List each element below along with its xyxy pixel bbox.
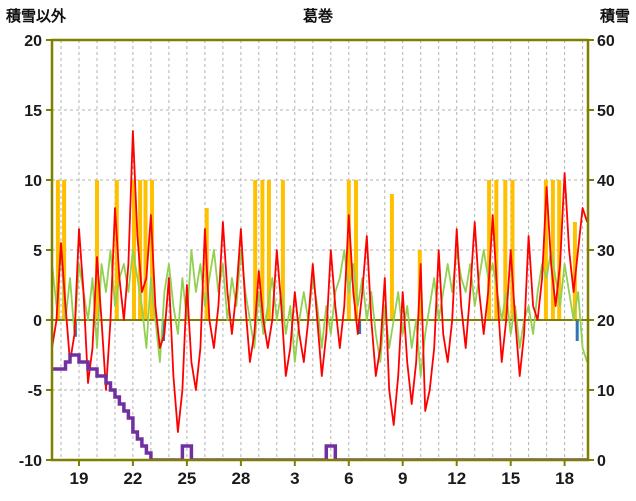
right-tick-label: 50 (597, 103, 615, 120)
left-axis-title: 積雪以外 (6, 8, 67, 25)
bar (346, 180, 351, 320)
bar (266, 180, 271, 320)
right-tick-label: 30 (597, 243, 615, 260)
x-tick-label: 22 (123, 469, 142, 488)
right-tick-label: 10 (597, 383, 615, 400)
snow-depth-line (52, 353, 588, 460)
x-tick-label: 6 (344, 469, 353, 488)
left-tick-label: 0 (33, 313, 42, 330)
bar (280, 180, 285, 320)
plot-border (50, 38, 590, 462)
bar (143, 180, 148, 320)
chart-title: 葛巻 (302, 8, 334, 25)
left-tick-label: -10 (19, 453, 42, 470)
red-series-line (52, 130, 588, 433)
x-tick-label: 3 (290, 469, 299, 488)
left-tick-label: 5 (33, 243, 42, 260)
right-tick-label: 40 (597, 173, 615, 190)
x-tick-label: 9 (398, 469, 407, 488)
plot-series (52, 130, 588, 460)
bar (389, 194, 394, 320)
bar (572, 222, 577, 320)
bar (358, 320, 362, 334)
x-tick-label: 18 (555, 469, 574, 488)
right-tick-label: 60 (597, 33, 615, 50)
bar (132, 180, 136, 320)
bar (253, 180, 258, 320)
bar (543, 180, 548, 320)
bar (510, 180, 515, 320)
bar (550, 180, 555, 320)
x-tick-label: 15 (501, 469, 520, 488)
left-tick-label: 20 (24, 33, 42, 50)
bar (494, 180, 499, 320)
bar (354, 180, 358, 320)
x-tick-label: 25 (177, 469, 196, 488)
bar (260, 180, 265, 320)
right-tick-label: 0 (597, 453, 606, 470)
right-tick-label: 20 (597, 313, 615, 330)
bar (575, 320, 579, 341)
x-tick-label: 28 (231, 469, 250, 488)
bar (138, 180, 143, 320)
left-tick-label: 10 (24, 173, 42, 190)
bar (557, 180, 562, 320)
bar (62, 180, 67, 320)
left-tick-label: -5 (28, 383, 42, 400)
right-axis-title: 積雪 (599, 8, 630, 25)
bar (487, 180, 492, 320)
x-tick-label: 19 (70, 469, 89, 488)
left-tick-label: 15 (24, 103, 42, 120)
x-tick-label: 12 (447, 469, 466, 488)
bar (162, 320, 165, 341)
bar (95, 180, 99, 320)
bar (503, 180, 508, 320)
bar (55, 180, 60, 320)
